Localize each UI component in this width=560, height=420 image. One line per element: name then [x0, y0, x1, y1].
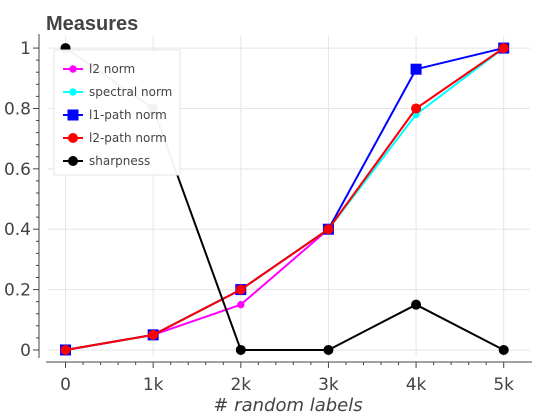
legend-swatch-marker	[69, 88, 77, 96]
axes: 0 1k 2k 3k 4k 5k 0 0.2 0.4 0.6 0.8 1	[4, 34, 532, 395]
x-tick-label: 1k	[143, 375, 164, 395]
legend-swatch-marker	[67, 109, 79, 121]
legend-swatch-marker	[69, 65, 77, 73]
y-tick-label: 0.4	[4, 220, 31, 240]
data-point	[498, 344, 509, 355]
legend-label: l2-path norm	[89, 131, 167, 145]
legend-label: l2 norm	[89, 62, 135, 76]
series-layer	[60, 42, 510, 356]
data-point	[410, 63, 422, 75]
y-tick-label: 0.6	[4, 160, 31, 180]
y-tick-label: 0	[20, 341, 31, 361]
data-point	[237, 300, 245, 309]
legend-swatch-marker	[68, 133, 78, 143]
legend-label: sharpness	[89, 154, 150, 168]
y-tick-label: 0.8	[4, 99, 31, 119]
data-point	[323, 344, 334, 355]
data-point	[411, 103, 422, 114]
legend-swatch-marker	[68, 156, 78, 166]
legend-label: spectral norm	[89, 85, 172, 99]
data-point	[235, 344, 246, 355]
x-axis-label: # random labels	[213, 395, 362, 416]
chart-title: Measures	[46, 13, 138, 35]
data-point	[148, 329, 159, 340]
x-tick-label: 5k	[493, 375, 514, 395]
data-point	[235, 284, 246, 295]
x-tick-label: 0	[60, 375, 71, 395]
series-line-3	[65, 47, 505, 351]
y-tick-label: 1	[20, 39, 31, 59]
data-point	[498, 43, 509, 54]
data-point	[323, 224, 334, 235]
y-tick-label: 0.2	[4, 281, 31, 301]
legend-label: l1-path norm	[89, 108, 167, 122]
legend: l2 norm spectral norm l1-path norm l2-path …	[53, 49, 181, 176]
x-tick-label: 3k	[318, 375, 339, 395]
data-point	[411, 299, 422, 310]
x-tick-label: 4k	[406, 375, 427, 395]
data-point	[60, 344, 71, 355]
x-tick-label: 2k	[230, 375, 251, 395]
